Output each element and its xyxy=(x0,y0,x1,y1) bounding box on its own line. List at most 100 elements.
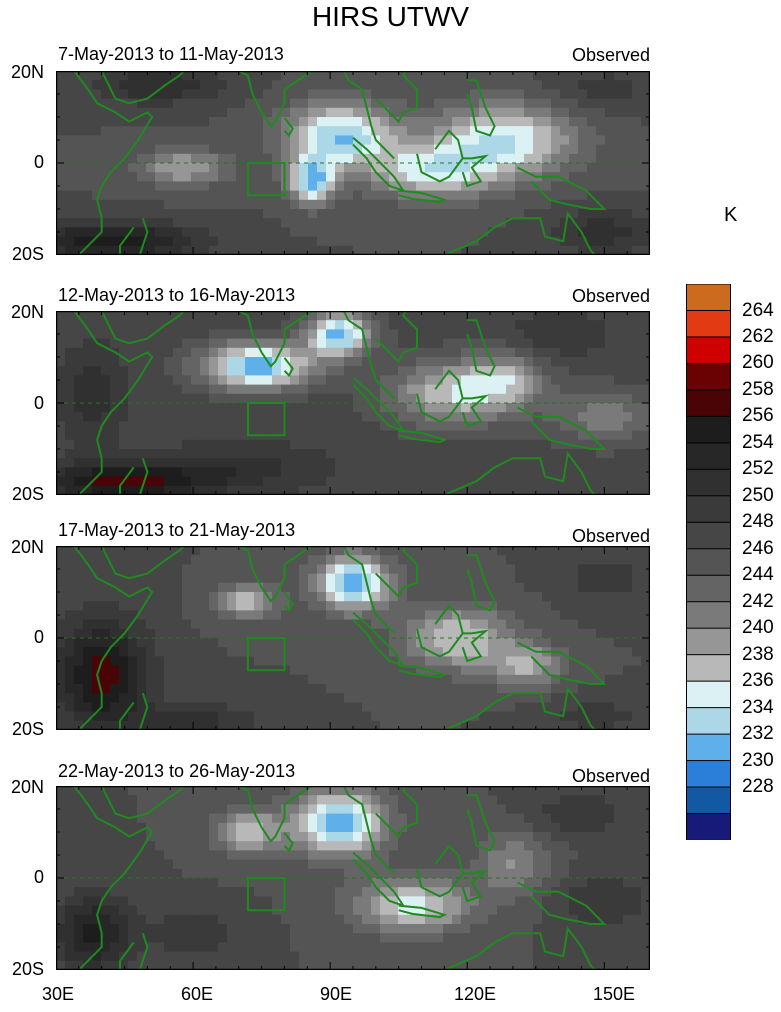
contour-cells xyxy=(56,71,650,255)
coastline xyxy=(100,786,186,820)
coastline xyxy=(398,189,448,204)
region-box xyxy=(246,402,286,437)
panel-4-ylabel-20n: 20N xyxy=(10,777,44,797)
coastline xyxy=(119,217,149,255)
panel-4-observed-label: Observed xyxy=(571,766,650,786)
axis-ticks xyxy=(56,71,650,255)
coastline xyxy=(375,786,418,839)
coastline xyxy=(100,546,186,580)
coastline xyxy=(517,166,607,210)
coastline xyxy=(398,429,448,444)
panel-4-ylabel-0: 0 xyxy=(33,867,44,887)
colorbar-label: 248 xyxy=(742,511,774,533)
colorbar-label: 262 xyxy=(742,326,774,347)
panel-2-ylabel-0: 0 xyxy=(33,393,44,413)
coastline xyxy=(283,117,294,138)
coastline xyxy=(56,71,154,255)
coastline xyxy=(466,319,496,377)
coastline xyxy=(398,904,448,919)
colorbar-swatch xyxy=(686,389,731,418)
axis-ticks xyxy=(56,786,650,970)
coastline xyxy=(119,932,149,970)
axis-ticks xyxy=(56,311,650,495)
coastline xyxy=(517,641,607,685)
colorbar-label: 240 xyxy=(742,617,774,639)
coastline xyxy=(56,546,154,730)
panel-3-ylabel-0: 0 xyxy=(33,627,44,647)
coastline xyxy=(461,394,489,428)
coastline xyxy=(461,869,489,903)
colorbar-label: 228 xyxy=(742,776,774,797)
colorbar-label: 230 xyxy=(742,749,774,771)
coastline xyxy=(461,154,489,188)
region-box xyxy=(246,162,286,197)
region-box xyxy=(246,877,286,912)
panel-3-observed-label: Observed xyxy=(571,526,650,546)
panel-1-ylabel-0: 0 xyxy=(33,152,44,172)
coastline xyxy=(398,664,448,679)
colorbar-swatch xyxy=(686,707,731,735)
colorbar-label: 246 xyxy=(742,537,774,559)
coastline xyxy=(444,926,597,970)
colorbar-swatch xyxy=(686,362,731,391)
colorbar-label: 260 xyxy=(742,352,774,374)
coastlines xyxy=(56,786,607,970)
colorbar-label: 242 xyxy=(742,590,774,612)
xlabel-30e: 30E xyxy=(41,984,75,1004)
colorbar-label: 232 xyxy=(742,723,774,745)
coastline xyxy=(56,311,154,495)
panel-2-ylabel-20n: 20N xyxy=(10,302,44,322)
panel-2-date-label: 12-May-2013 to 16-May-2013 xyxy=(58,285,296,305)
coastline xyxy=(375,546,418,599)
coastline xyxy=(517,881,607,925)
coastline xyxy=(234,786,314,843)
colorbar-swatch xyxy=(686,468,731,497)
colorbar-label: 264 xyxy=(742,299,774,321)
panel-3-ylabel-20n: 20N xyxy=(10,537,44,557)
map-panel-3 xyxy=(56,546,650,730)
panel-2-ylabel-20s: 20S xyxy=(11,484,44,504)
chart-title: HIRS UTWV xyxy=(311,1,470,32)
coastline xyxy=(375,311,418,364)
coastline xyxy=(466,554,496,612)
coastline xyxy=(444,686,597,730)
xlabel-60e: 60E xyxy=(180,984,214,1004)
coastline xyxy=(416,604,464,658)
coastline xyxy=(342,71,395,160)
colorbar-swatch xyxy=(686,336,731,365)
xlabel-90e: 90E xyxy=(319,984,353,1004)
colorbar-swatch xyxy=(686,733,731,762)
map-panel-2 xyxy=(56,311,650,495)
contour-cells xyxy=(56,786,650,970)
coastline xyxy=(234,71,314,128)
coastline xyxy=(416,129,464,183)
coastline xyxy=(234,311,314,368)
region-box xyxy=(246,637,286,672)
colorbar-label: 244 xyxy=(742,564,774,586)
colorbar-swatch xyxy=(686,442,731,471)
coastline xyxy=(517,406,607,450)
colorbar-label: 236 xyxy=(742,670,774,692)
panel-3-date-label: 17-May-2013 to 21-May-2013 xyxy=(58,520,296,540)
panel-1-ylabel-20s: 20S xyxy=(11,244,44,264)
colorbar-label: 234 xyxy=(742,696,774,718)
coastlines xyxy=(56,71,607,255)
colorbar-swatch xyxy=(686,760,731,788)
map-panel-4 xyxy=(56,786,650,970)
colorbar-swatch xyxy=(686,654,731,683)
coastline xyxy=(416,844,464,898)
coastline xyxy=(342,546,395,635)
coastline xyxy=(375,71,418,124)
colorbar-swatch xyxy=(686,813,731,840)
coastline xyxy=(342,786,395,875)
panel-2-observed-label: Observed xyxy=(571,286,650,306)
colorbar-swatch xyxy=(686,495,731,524)
coastline xyxy=(444,451,597,495)
contour-cells xyxy=(56,311,650,495)
panel-1-date-label: 7-May-2013 to 11-May-2013 xyxy=(58,44,284,64)
colorbar-swatch xyxy=(686,284,731,312)
coastline xyxy=(119,692,149,730)
colorbar-unit-label: K xyxy=(724,204,738,226)
coastline xyxy=(234,546,314,603)
coastline xyxy=(466,79,496,137)
